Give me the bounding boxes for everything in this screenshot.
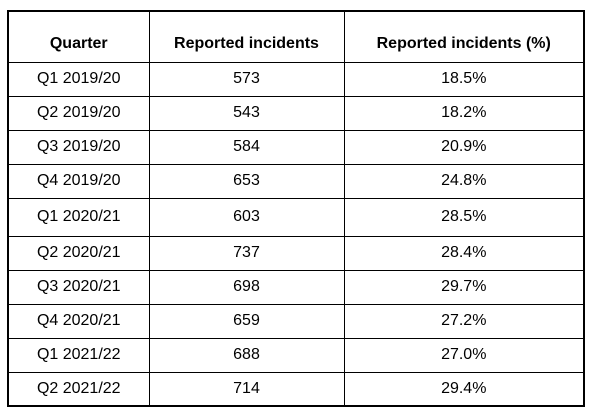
quarter-cell: Q2 2020/21 bbox=[7, 235, 150, 271]
percent-cell: 18.2% bbox=[343, 95, 585, 131]
page: Quarter Reported incidents Reported inci… bbox=[7, 10, 585, 407]
column-header-incidents: Reported incidents bbox=[148, 10, 345, 63]
percent-cell: 24.8% bbox=[343, 163, 585, 199]
table-row: Q1 2020/21 603 28.5% bbox=[7, 197, 585, 237]
incidents-cell: 573 bbox=[148, 61, 345, 97]
incidents-cell: 543 bbox=[148, 95, 345, 131]
quarter-cell: Q1 2021/22 bbox=[7, 337, 150, 373]
table-row: Q2 2020/21 737 28.4% bbox=[7, 235, 585, 271]
header-row: Quarter Reported incidents Reported inci… bbox=[7, 10, 585, 63]
incidents-cell: 584 bbox=[148, 129, 345, 165]
incidents-cell: 603 bbox=[148, 197, 345, 237]
quarter-cell: Q4 2019/20 bbox=[7, 163, 150, 199]
incidents-cell: 714 bbox=[148, 371, 345, 407]
column-header-quarter: Quarter bbox=[7, 10, 150, 63]
incidents-cell: 653 bbox=[148, 163, 345, 199]
column-header-percent: Reported incidents (%) bbox=[343, 10, 585, 63]
percent-cell: 27.2% bbox=[343, 303, 585, 339]
incidents-cell: 698 bbox=[148, 269, 345, 305]
percent-cell: 28.5% bbox=[343, 197, 585, 237]
table-row: Q3 2020/21 698 29.7% bbox=[7, 269, 585, 305]
table-row: Q1 2019/20 573 18.5% bbox=[7, 61, 585, 97]
percent-cell: 27.0% bbox=[343, 337, 585, 373]
percent-cell: 29.4% bbox=[343, 371, 585, 407]
table-row: Q1 2021/22 688 27.0% bbox=[7, 337, 585, 373]
percent-cell: 18.5% bbox=[343, 61, 585, 97]
percent-cell: 28.4% bbox=[343, 235, 585, 271]
table-row: Q2 2019/20 543 18.2% bbox=[7, 95, 585, 131]
incidents-cell: 737 bbox=[148, 235, 345, 271]
quarter-cell: Q1 2020/21 bbox=[7, 197, 150, 237]
incidents-cell: 688 bbox=[148, 337, 345, 373]
table-row: Q3 2019/20 584 20.9% bbox=[7, 129, 585, 165]
quarter-cell: Q3 2020/21 bbox=[7, 269, 150, 305]
table-row: Q4 2020/21 659 27.2% bbox=[7, 303, 585, 339]
quarter-cell: Q3 2019/20 bbox=[7, 129, 150, 165]
incidents-cell: 659 bbox=[148, 303, 345, 339]
quarter-cell: Q1 2019/20 bbox=[7, 61, 150, 97]
quarter-cell: Q2 2019/20 bbox=[7, 95, 150, 131]
percent-cell: 20.9% bbox=[343, 129, 585, 165]
table-row: Q2 2021/22 714 29.4% bbox=[7, 371, 585, 407]
quarter-cell: Q4 2020/21 bbox=[7, 303, 150, 339]
incidents-table: Quarter Reported incidents Reported inci… bbox=[7, 10, 585, 407]
quarter-cell: Q2 2021/22 bbox=[7, 371, 150, 407]
table-row: Q4 2019/20 653 24.8% bbox=[7, 163, 585, 199]
percent-cell: 29.7% bbox=[343, 269, 585, 305]
